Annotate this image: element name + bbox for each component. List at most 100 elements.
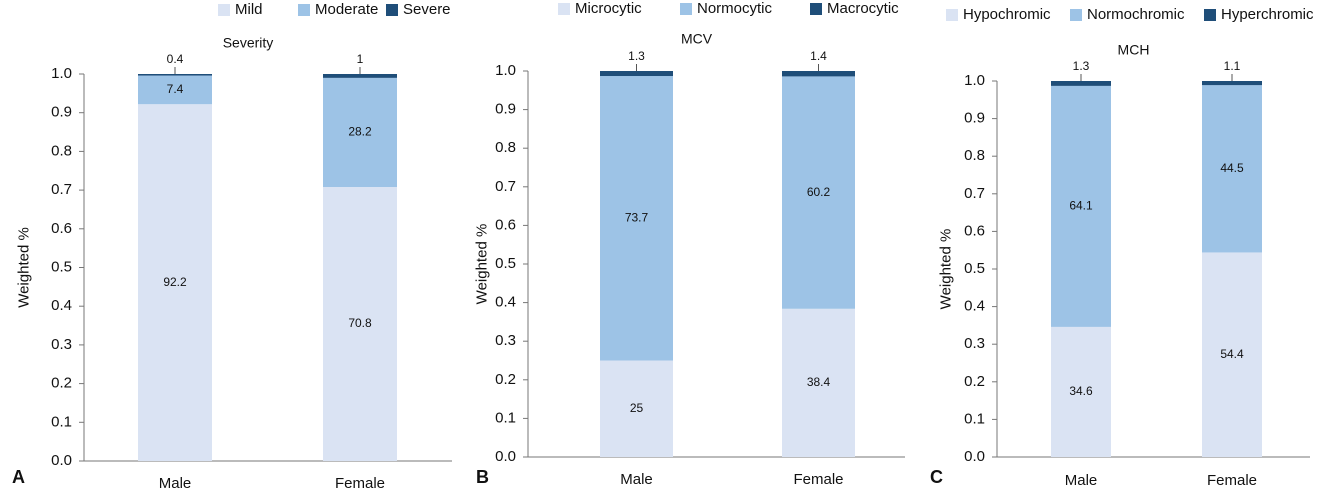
data-label: 28.2 (348, 125, 372, 139)
legend-label: Microcytic (575, 0, 642, 17)
y-tick-label: 0.9 (51, 104, 72, 121)
y-tick-label: 0.5 (964, 260, 985, 277)
data-label: 34.6 (1069, 384, 1093, 398)
legend-label: Macrocytic (827, 0, 899, 17)
x-tick-label: Male (620, 471, 653, 488)
y-tick-label: 0.3 (495, 332, 516, 349)
bar-segment (138, 75, 212, 105)
y-tick-label: 0.5 (51, 258, 72, 275)
data-label: 70.8 (348, 316, 372, 330)
bar-segment (1202, 81, 1262, 86)
bar-segment (782, 308, 855, 457)
x-tick-label: Male (1065, 472, 1098, 489)
bar-segment (600, 71, 673, 77)
bar-segment (323, 187, 397, 461)
y-tick-label: 0.2 (964, 373, 985, 390)
bar-segment (1051, 326, 1111, 457)
chart-title: Severity (223, 35, 274, 51)
y-tick-label: 1.0 (964, 72, 985, 89)
bar-segment (1051, 85, 1111, 327)
y-tick-label: 0.8 (51, 142, 72, 159)
y-tick-label: 0.2 (51, 375, 72, 392)
legend-swatch (1204, 9, 1216, 21)
legend-label: Hyperchromic (1221, 6, 1314, 23)
data-label: 1.4 (810, 49, 827, 63)
y-tick-label: 0.0 (495, 448, 516, 465)
data-label: 73.7 (625, 210, 649, 224)
bar-segment (600, 76, 673, 361)
y-tick-label: 0.9 (964, 110, 985, 127)
y-tick-label: 0.5 (495, 255, 516, 272)
chart-title: MCH (1118, 42, 1150, 58)
legend-label: Hypochromic (963, 6, 1051, 23)
y-axis-label: Weighted % (937, 229, 954, 310)
y-tick-label: 0.7 (964, 185, 985, 202)
data-label: 1.1 (1224, 59, 1241, 73)
data-label: 0.4 (167, 52, 184, 66)
y-tick-label: 0.4 (495, 294, 516, 311)
x-tick-label: Female (335, 475, 385, 492)
y-tick-label: 0.6 (51, 220, 72, 237)
y-tick-label: 0.0 (51, 452, 72, 469)
legend-swatch (218, 4, 230, 16)
y-tick-label: 0.1 (964, 410, 985, 427)
y-tick-label: 0.3 (51, 336, 72, 353)
y-tick-label: 0.8 (964, 147, 985, 164)
data-label: 1.3 (1073, 59, 1090, 73)
bar-segment (1051, 81, 1111, 86)
data-label: 38.4 (807, 375, 831, 389)
y-axis-label: Weighted % (473, 224, 490, 305)
legend-label: Normochromic (1087, 6, 1185, 23)
y-tick-label: 0.6 (964, 222, 985, 239)
bar-segment (323, 74, 397, 78)
legend-swatch (1070, 9, 1082, 21)
panel-label: B (476, 467, 489, 487)
legend-swatch (298, 4, 310, 16)
bar-segment (1202, 85, 1262, 253)
y-tick-label: 0.7 (51, 181, 72, 198)
x-tick-label: Female (793, 471, 843, 488)
data-label: 7.4 (167, 82, 184, 96)
bar-segment (782, 71, 855, 77)
y-tick-label: 0.9 (495, 101, 516, 118)
legend-swatch (386, 4, 398, 16)
y-tick-label: 0.3 (964, 335, 985, 352)
data-label: 54.4 (1220, 347, 1244, 361)
data-label: 64.1 (1069, 199, 1093, 213)
data-label: 25 (630, 401, 644, 415)
legend-label: Moderate (315, 1, 378, 18)
y-tick-label: 0.2 (495, 371, 516, 388)
y-tick-label: 0.6 (495, 216, 516, 233)
y-tick-label: 1.0 (495, 62, 516, 79)
y-tick-label: 0.4 (51, 297, 72, 314)
data-label: 92.2 (163, 275, 187, 289)
bar-segment (600, 360, 673, 457)
panel-label: A (12, 467, 25, 487)
bar-segment (138, 104, 212, 461)
data-label: 44.5 (1220, 161, 1244, 175)
legend-swatch (810, 3, 822, 15)
y-tick-label: 0.7 (495, 178, 516, 195)
panel-label: C (930, 467, 943, 487)
legend-swatch (946, 9, 958, 21)
legend-label: Mild (235, 1, 263, 18)
y-tick-label: 0.1 (495, 409, 516, 426)
bar-segment (1202, 252, 1262, 457)
y-tick-label: 0.0 (964, 448, 985, 465)
legend-label: Severe (403, 1, 451, 18)
y-tick-label: 1.0 (51, 65, 72, 82)
y-tick-label: 0.4 (964, 298, 985, 315)
data-label: 60.2 (807, 185, 831, 199)
legend-swatch (680, 3, 692, 15)
bar-segment (138, 74, 212, 76)
bar-segment (323, 77, 397, 188)
y-tick-label: 0.1 (51, 413, 72, 430)
chart-title: MCV (681, 31, 713, 47)
y-axis-label: Weighted % (15, 227, 32, 308)
legend-swatch (558, 3, 570, 15)
data-label: 1.3 (628, 49, 645, 63)
x-tick-label: Female (1207, 472, 1257, 489)
data-label: 1 (357, 52, 364, 66)
legend-label: Normocytic (697, 0, 773, 17)
